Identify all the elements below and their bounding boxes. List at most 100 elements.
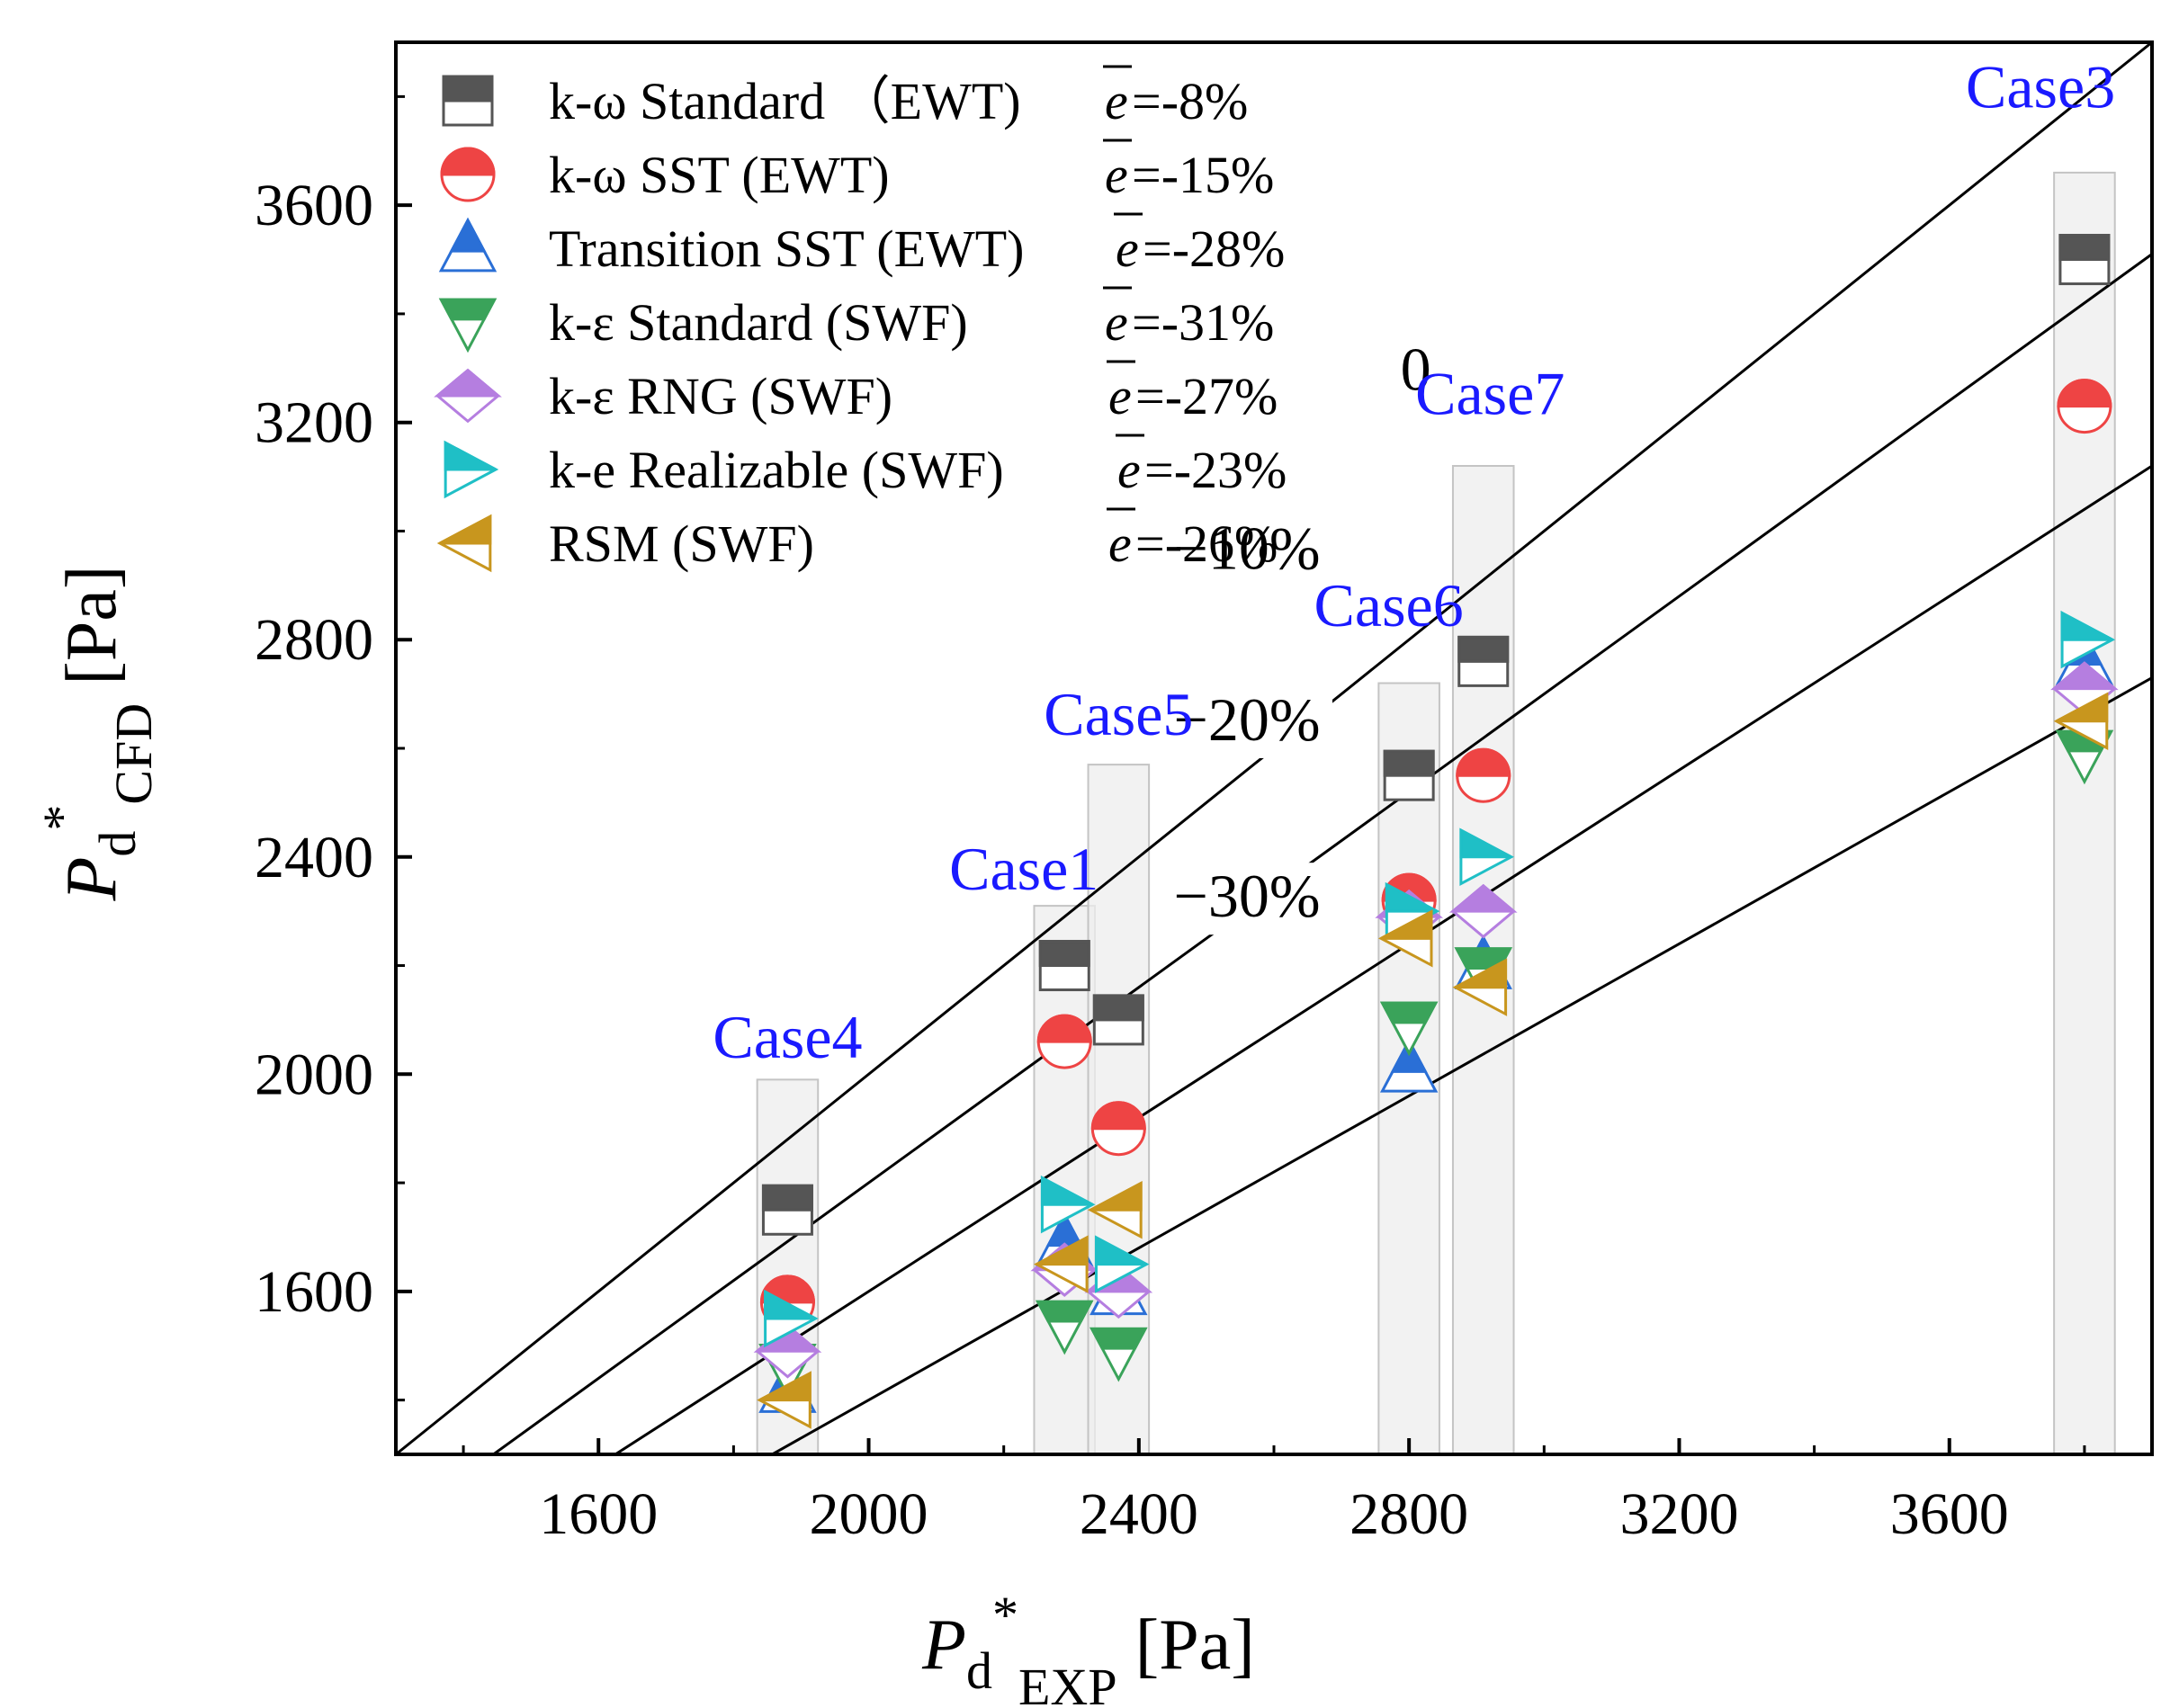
legend-error-value-2: =-28% [1143,219,1285,278]
point-s1-p1-fill [1036,1014,1092,1043]
x-axis-title-unit: [Pa] [1117,1605,1255,1685]
legend-marker-1 [440,147,496,202]
point-s1-p1 [1036,1014,1092,1069]
case-label-case4: Case4 [713,1003,862,1071]
legend-error-value-4: =-27% [1135,367,1278,425]
point-s5-p0-fill [764,1289,817,1320]
point-s5-p4 [1459,827,1514,886]
legend: k-ω Standard （EWT) e =-8%k-ω SST (EWT) e =-1… [434,65,1287,573]
legend-error-value-5: =-23% [1144,441,1287,499]
legend-error-value-3: =-31% [1132,293,1274,352]
point-s6-p0-fill [758,1371,812,1402]
legend-error-symbol-3: e [1105,293,1128,352]
point-s6-p1-fill [1036,1235,1089,1266]
x-axis-title-main: P [921,1605,966,1685]
y-tick-label-0: 1600 [255,1259,373,1325]
point-s3-p2 [1090,1327,1148,1382]
legend-error-symbol-5: e [1117,441,1141,499]
reference-label-bg-0 [1384,335,1448,408]
x-tick-label-3: 2800 [1350,1481,1468,1547]
y-tick-label-1: 2000 [255,1042,373,1107]
point-s5-p5 [2060,611,2116,669]
legend-label-2: Transition SST (EWT) [549,219,1025,278]
y-tick-label-5: 3600 [255,173,373,238]
legend-marker-3 [438,298,498,353]
point-s6-p0 [757,1371,812,1429]
legend-error-symbol-2: e [1116,219,1139,278]
legend-error-value-6: =-26% [1135,514,1278,573]
case-label-case5: Case5 [1044,680,1193,748]
legend-label-1: k-ω SST (EWT) [549,146,890,204]
point-s1-p5 [2057,379,2112,434]
case-label-case3: Case3 [1966,52,2115,121]
x-tick-label-5: 3600 [1890,1481,2009,1547]
case-label-case6: Case6 [1314,571,1464,639]
legend-label-6: RSM (SWF) [549,514,814,573]
point-s4-p4 [1448,883,1518,939]
point-s0-p4 [1457,635,1510,687]
x-axis-title: Pd*EXP [Pa] [921,1586,1255,1708]
reference-line-2 [613,464,2152,1454]
point-s0-p5-fill [2058,234,2111,262]
legend-marker-1-fill [440,147,496,176]
point-s4-p5-fill [2050,661,2119,691]
point-s6-p4 [1452,958,1508,1016]
point-s5-p1 [1040,1176,1096,1234]
point-s6-p2-fill [1090,1181,1143,1212]
point-s1-p2 [1090,1101,1146,1157]
reference-label-1: −10% [1173,514,1320,583]
point-s0-p3 [1383,749,1435,801]
reference-label-bg-3 [1161,863,1332,935]
y-tick-label-4: 3200 [255,390,373,456]
point-s0-p0 [761,1184,813,1236]
point-s1-p5-fill [2057,379,2112,408]
reference-label-bg-2 [1161,685,1332,758]
legend-marker-3-fill [438,298,498,321]
y-axis-title: Pd* CFD [Pa] [32,566,163,902]
point-s5-p1-fill [1040,1176,1094,1206]
point-s6-p1 [1034,1235,1089,1293]
point-s6-p4-fill [1454,958,1508,989]
point-s3-p3 [1379,1001,1439,1057]
point-s0-p5 [2058,234,2111,286]
y-tick-label-2: 2400 [255,825,373,890]
y-axis-title-unit: [Pa] [52,566,131,703]
point-s3-p3-fill [1379,1001,1439,1024]
legend-marker-5 [444,440,499,499]
legend-error-symbol-6: e [1108,514,1132,573]
data-markers [753,234,2119,1429]
point-s6-p3-fill [1380,909,1433,940]
point-s5-p4-fill [1459,827,1512,859]
reference-label-0: 0 [1401,335,1431,403]
case-label-case1: Case1 [949,835,1098,903]
legend-marker-4-fill [434,368,502,398]
y-tick-label-3: 2800 [255,607,373,673]
case-labels: Case4 Case1 Case5 Case6 Case7 Case3 [713,52,2115,1071]
x-axis-title-sub2: EXP [1018,1658,1117,1708]
legend-marker-6-fill [439,514,492,545]
legend-marker-0-fill [442,75,494,103]
legend-marker-2 [438,217,498,273]
point-s5-p0 [764,1289,819,1348]
x-tick-label-1: 2000 [810,1481,928,1547]
legend-label-3: k-ε Standard (SWF) [549,293,968,352]
point-s0-p2-fill [1092,994,1144,1022]
point-s1-p2-fill [1090,1101,1146,1131]
legend-label-5: k-e Realizable (SWF) [549,441,1004,499]
x-axis-title-sub: d [966,1641,992,1700]
legend-marker-5-fill [444,440,497,471]
legend-error-symbol-0: e [1105,72,1128,130]
point-s4-p4-fill [1448,883,1518,913]
legend-error-symbol-4: e [1108,367,1132,425]
x-tick-label-2: 2400 [1080,1481,1198,1547]
case-bar-case3 [2053,171,2116,1454]
x-axis-title-sup: * [992,1586,1018,1644]
point-s5-p3-fill [1385,881,1438,913]
point-s0-p4-fill [1457,635,1510,663]
point-s0-p2 [1092,994,1144,1046]
point-s3-p1-fill [1036,1300,1094,1323]
legend-marker-4 [434,368,502,424]
reference-line-labels: 0 −10% −20% −30% [1161,335,1448,935]
legend-error-value-0: =-8% [1132,72,1248,130]
point-s5-p5-fill [2060,611,2113,641]
